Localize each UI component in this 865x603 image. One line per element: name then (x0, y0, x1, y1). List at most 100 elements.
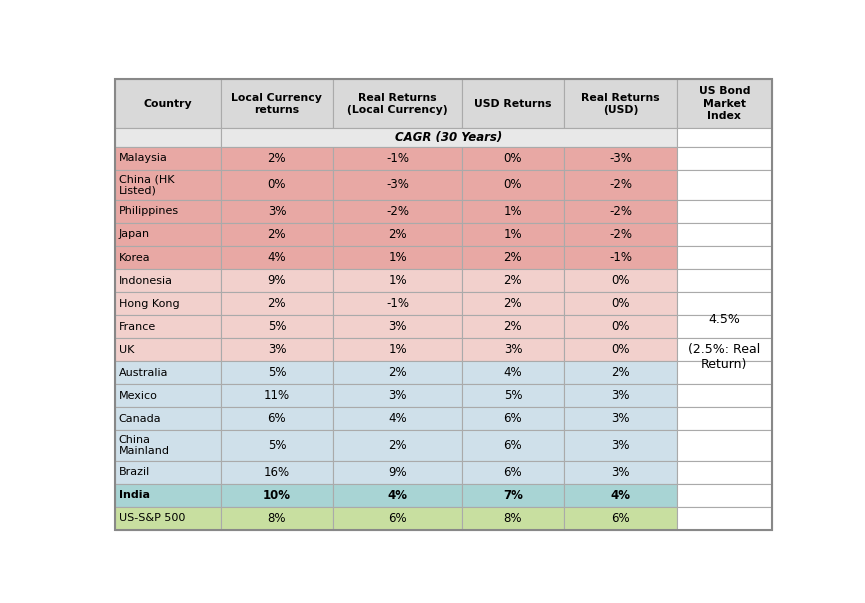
Bar (676, 223, 772, 246)
Text: 6%: 6% (503, 439, 522, 452)
Bar (676, 128, 772, 147)
Bar (115, 408, 221, 431)
Bar (564, 507, 676, 529)
Bar (564, 384, 676, 408)
Text: India: India (119, 490, 150, 500)
Bar (221, 484, 333, 507)
Text: 6%: 6% (611, 512, 630, 525)
Bar (333, 292, 462, 315)
Text: Real Returns
(Local Currency): Real Returns (Local Currency) (348, 92, 448, 115)
Text: 11%: 11% (264, 390, 290, 402)
Bar (676, 292, 772, 315)
Text: 3%: 3% (612, 439, 630, 452)
Bar (333, 361, 462, 384)
Bar (115, 315, 221, 338)
Bar (676, 147, 772, 170)
Text: -2%: -2% (609, 228, 632, 241)
Bar (462, 315, 564, 338)
Bar (564, 484, 676, 507)
Bar (221, 461, 333, 484)
Text: 2%: 2% (388, 366, 407, 379)
Bar (221, 338, 333, 361)
Bar (462, 223, 564, 246)
Text: Canada: Canada (119, 414, 162, 424)
Text: CAGR (30 Years): CAGR (30 Years) (395, 131, 503, 144)
Bar (115, 431, 221, 461)
Bar (676, 361, 772, 384)
Text: 1%: 1% (388, 251, 407, 264)
Text: US Bond
Market
Index: US Bond Market Index (699, 86, 750, 121)
Text: 7%: 7% (503, 488, 522, 502)
Bar (564, 170, 676, 200)
Bar (462, 292, 564, 315)
Text: China
Mainland: China Mainland (119, 435, 170, 456)
Bar (564, 315, 676, 338)
Text: 5%: 5% (267, 439, 286, 452)
Bar (676, 507, 772, 529)
Bar (333, 507, 462, 529)
Text: 3%: 3% (612, 466, 630, 479)
Bar (676, 431, 772, 461)
Text: 2%: 2% (503, 274, 522, 287)
Bar (221, 147, 333, 170)
Text: 2%: 2% (388, 228, 407, 241)
Text: 2%: 2% (503, 320, 522, 333)
Bar (462, 431, 564, 461)
Text: 4.5%: 4.5% (708, 313, 740, 326)
Text: Japan: Japan (119, 230, 150, 239)
Text: 5%: 5% (267, 320, 286, 333)
Text: 0%: 0% (612, 320, 630, 333)
Bar (333, 384, 462, 408)
Text: 16%: 16% (264, 466, 290, 479)
Text: 10%: 10% (263, 488, 291, 502)
Bar (221, 246, 333, 269)
Text: 3%: 3% (267, 343, 286, 356)
Text: Local Currency
returns: Local Currency returns (232, 92, 323, 115)
Text: (2.5%: Real
Return): (2.5%: Real Return) (689, 343, 760, 371)
Bar (333, 315, 462, 338)
Bar (115, 200, 221, 223)
Text: 0%: 0% (612, 274, 630, 287)
Bar (462, 269, 564, 292)
Bar (676, 80, 772, 128)
Text: USD Returns: USD Returns (474, 99, 552, 109)
Bar (115, 170, 221, 200)
Text: -2%: -2% (609, 178, 632, 191)
Bar (333, 269, 462, 292)
Bar (676, 200, 772, 223)
Text: Malaysia: Malaysia (119, 153, 168, 163)
Bar (333, 484, 462, 507)
Text: 2%: 2% (267, 297, 286, 310)
Bar (221, 170, 333, 200)
Bar (564, 200, 676, 223)
Text: 4%: 4% (503, 366, 522, 379)
Bar (564, 269, 676, 292)
Text: Brazil: Brazil (119, 467, 151, 477)
Bar (115, 269, 221, 292)
Bar (564, 80, 676, 128)
Text: 3%: 3% (388, 320, 407, 333)
Text: 2%: 2% (388, 439, 407, 452)
Bar (115, 128, 221, 147)
Bar (676, 170, 772, 200)
Bar (333, 170, 462, 200)
Text: Indonesia: Indonesia (119, 276, 173, 286)
Bar (564, 408, 676, 431)
Text: 0%: 0% (612, 297, 630, 310)
Bar (115, 223, 221, 246)
Text: 4%: 4% (267, 251, 286, 264)
Text: -2%: -2% (609, 205, 632, 218)
Text: 2%: 2% (611, 366, 630, 379)
Bar (115, 507, 221, 529)
Text: 1%: 1% (388, 274, 407, 287)
Text: 6%: 6% (267, 412, 286, 425)
Text: 8%: 8% (267, 512, 286, 525)
Text: Philippines: Philippines (119, 206, 179, 216)
Text: 1%: 1% (503, 205, 522, 218)
Text: Country: Country (144, 99, 192, 109)
Bar (221, 315, 333, 338)
Text: US-S&P 500: US-S&P 500 (119, 513, 185, 523)
Text: 9%: 9% (267, 274, 286, 287)
Bar (676, 315, 772, 338)
Bar (462, 200, 564, 223)
